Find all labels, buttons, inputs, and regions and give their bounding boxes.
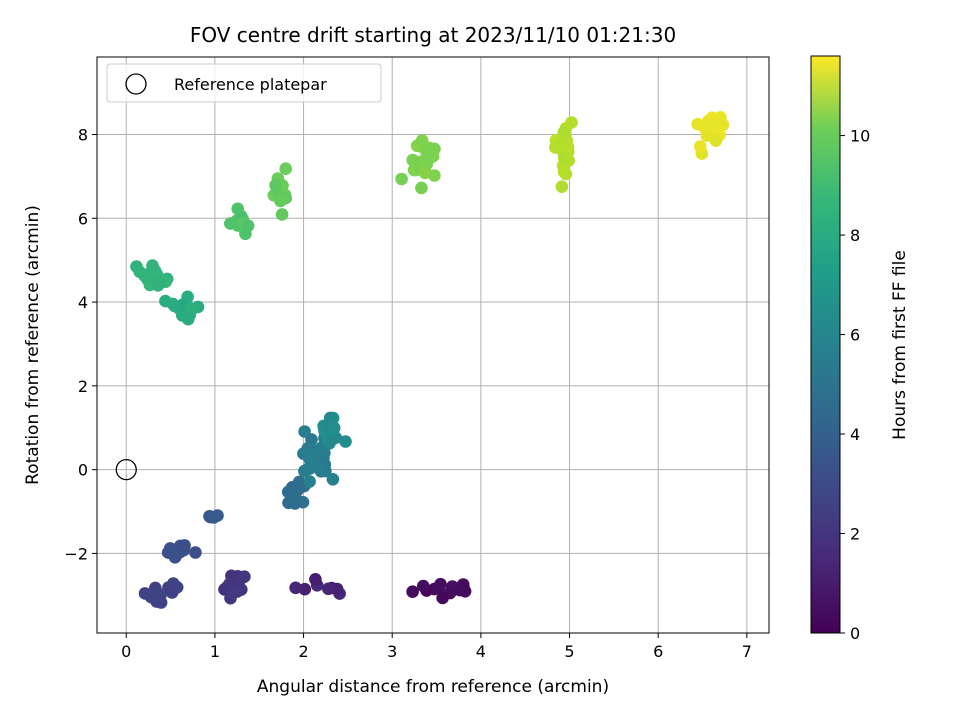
y-axis-ticks: −2 0 2 4 6 8 [64, 125, 97, 563]
y-tick-label: −2 [64, 544, 88, 563]
data-point [224, 217, 237, 230]
colorbar-tick-label: 10 [850, 127, 870, 146]
data-point [714, 114, 727, 128]
x-tick-label: 0 [121, 642, 131, 661]
data-point [225, 569, 238, 583]
data-point [456, 578, 470, 591]
data-point [284, 495, 298, 509]
data-point [166, 297, 180, 311]
data-point [313, 460, 327, 474]
legend-entry-reference: Reference platepar [174, 75, 327, 94]
colorbar-gradient [810, 55, 841, 634]
x-axis-label: Angular distance from reference (arcmin) [257, 677, 609, 697]
y-axis-label: Rotation from reference (arcmin) [23, 205, 43, 485]
y-tick-label: 0 [78, 461, 88, 480]
data-point [417, 579, 430, 593]
data-point [241, 219, 255, 232]
data-point [323, 437, 336, 450]
data-point [330, 582, 344, 596]
colorbar-tick-label: 6 [850, 326, 860, 345]
data-point [418, 166, 432, 180]
data-point [146, 259, 159, 272]
reference-marker-layer [115, 458, 137, 481]
x-tick-label: 3 [387, 642, 397, 661]
data-point [313, 445, 327, 459]
x-tick-label: 6 [653, 642, 663, 661]
data-point [238, 570, 251, 583]
data-point [289, 486, 303, 500]
y-tick-label: 2 [78, 377, 88, 396]
data-point [327, 421, 341, 435]
data-point [436, 591, 449, 605]
data-point [181, 312, 195, 326]
data-point [700, 129, 714, 142]
data-point [152, 277, 166, 290]
data-point [130, 260, 143, 273]
colorbar-tick-label: 8 [850, 226, 860, 245]
chart-title: FOV centre drift starting at 2023/11/10 … [190, 23, 676, 47]
colorbar-label: Hours from first FF file [890, 250, 910, 440]
data-point [297, 447, 310, 461]
colorbar-ticks: 0 2 4 6 8 10 [840, 127, 870, 643]
data-point [555, 180, 569, 193]
y-tick-label: 6 [78, 209, 88, 228]
data-point [309, 573, 322, 586]
data-point [275, 208, 289, 221]
data-point [406, 585, 419, 598]
data-point [184, 302, 198, 316]
x-tick-label: 2 [298, 642, 308, 661]
data-point [702, 115, 715, 129]
data-point [170, 581, 184, 594]
y-tick-label: 8 [78, 125, 88, 144]
legend-reference-marker [125, 73, 147, 95]
data-point [226, 586, 240, 600]
data-point [415, 181, 428, 195]
data-point [339, 435, 352, 448]
data-point [558, 138, 572, 152]
data-point [549, 141, 562, 154]
data-point [326, 473, 340, 486]
grid [97, 57, 769, 633]
data-point [231, 202, 244, 216]
data-point [395, 172, 408, 186]
y-tick-label: 4 [78, 293, 88, 312]
data-point [562, 154, 575, 167]
data-point [143, 271, 157, 285]
data-point [694, 140, 707, 153]
data-point [565, 116, 578, 129]
data-point [276, 192, 289, 206]
data-point [426, 149, 440, 163]
legend: Reference platepar [106, 63, 382, 103]
colorbar: 0 2 4 6 8 10 Hours from first FF file [810, 55, 910, 643]
x-axis-ticks: 0 1 2 3 4 5 6 7 [121, 633, 752, 661]
colorbar-tick-label: 0 [850, 624, 860, 643]
reference-platepar-marker [115, 458, 137, 481]
data-point [279, 162, 293, 175]
data-point [289, 581, 302, 595]
x-tick-label: 1 [210, 642, 220, 661]
data-point [189, 546, 202, 559]
data-point [167, 548, 181, 562]
data-points [130, 111, 730, 609]
data-point [322, 582, 335, 596]
legend-box [106, 63, 382, 103]
x-tick-label: 5 [564, 642, 574, 661]
data-point [559, 167, 573, 181]
data-point [557, 126, 571, 139]
data-point [298, 464, 311, 478]
data-point [406, 153, 420, 167]
colorbar-tick-label: 4 [850, 425, 860, 444]
data-point [269, 178, 282, 192]
data-point [154, 588, 167, 601]
x-tick-label: 4 [476, 642, 486, 661]
data-point [211, 509, 224, 522]
data-point [178, 539, 191, 552]
plot-frame [96, 56, 770, 634]
colorbar-tick-label: 2 [850, 525, 860, 544]
x-tick-label: 7 [742, 642, 752, 661]
data-point [303, 475, 316, 488]
